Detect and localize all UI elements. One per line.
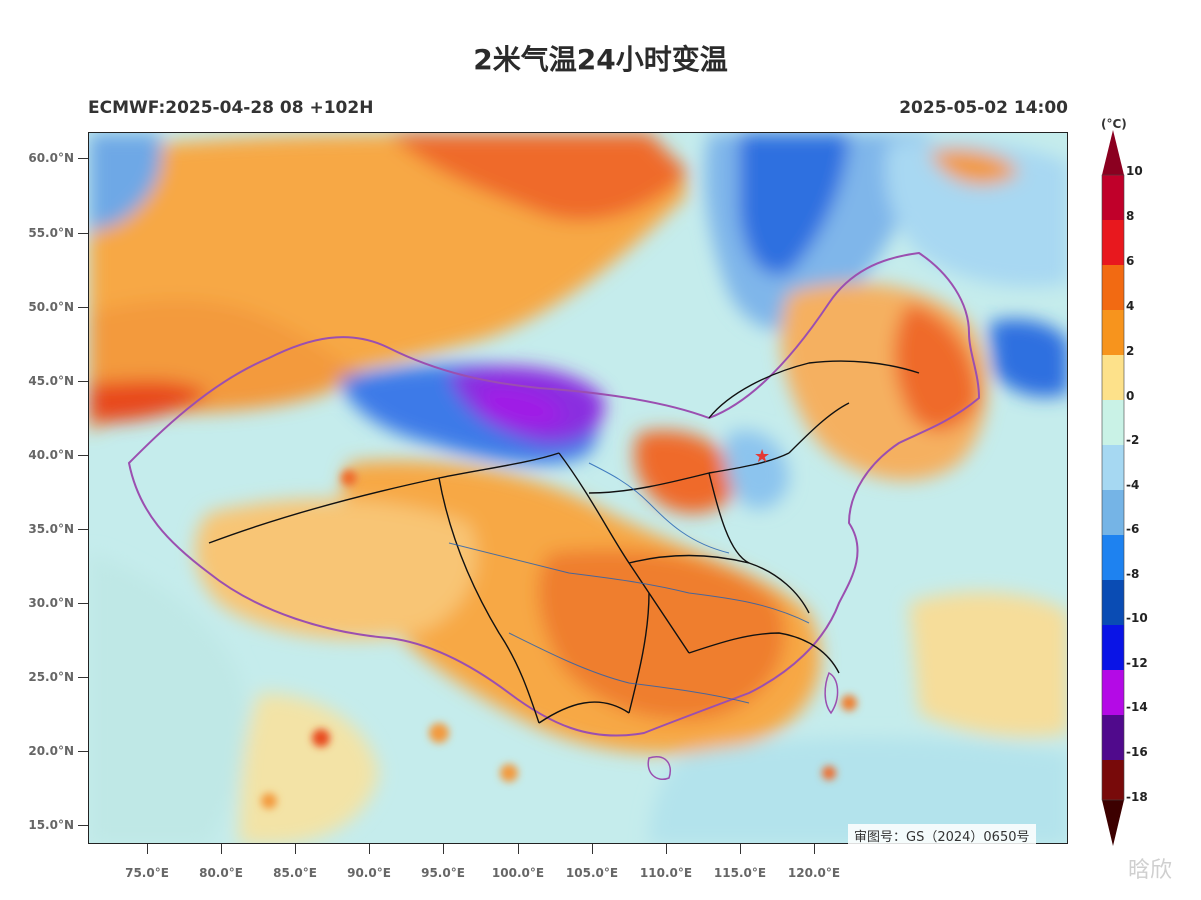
lat-label: 35.0°N — [28, 522, 74, 536]
colorbar-label: -6 — [1126, 522, 1140, 536]
colorbar-swatch — [1102, 760, 1124, 800]
lat-tick — [78, 233, 88, 234]
colorbar-swatch — [1102, 265, 1124, 310]
colorbar-swatch — [1102, 580, 1124, 625]
map-title: 2米气温24小时变温 — [473, 43, 728, 76]
lat-tick — [78, 603, 88, 604]
lat-tick — [78, 158, 88, 159]
colorbar-swatch — [1102, 715, 1124, 760]
lat-tick — [78, 825, 88, 826]
lon-label: 115.0°E — [713, 866, 767, 880]
colorbar-unit: (°C) — [1101, 117, 1127, 131]
colorbar-swatch — [1102, 535, 1124, 580]
colorbar-label: 10 — [1126, 164, 1143, 178]
colorbar-label: 2 — [1126, 344, 1135, 358]
colorbar-label: -8 — [1126, 567, 1140, 581]
lat-tick — [78, 455, 88, 456]
lon-tick — [814, 844, 815, 854]
lat-label: 50.0°N — [28, 300, 74, 314]
lat-tick — [78, 529, 88, 530]
lat-tick — [78, 677, 88, 678]
colorbar-label: 6 — [1126, 254, 1135, 268]
colorbar-swatch — [1102, 220, 1124, 265]
lat-label: 25.0°N — [28, 670, 74, 684]
lat-tick — [78, 381, 88, 382]
lon-label: 75.0°E — [125, 866, 169, 880]
lon-label: 85.0°E — [273, 866, 317, 880]
lat-label: 55.0°N — [28, 226, 74, 240]
colorbar-label: -14 — [1126, 700, 1148, 714]
colorbar-label: -4 — [1126, 478, 1140, 492]
star-icon: ★ — [754, 446, 771, 467]
lat-label: 45.0°N — [28, 374, 74, 388]
colorbar-swatch — [1102, 355, 1124, 400]
colorbar — [1101, 130, 1125, 846]
temperature-change-map — [88, 132, 1068, 844]
lat-tick — [78, 307, 88, 308]
lat-label: 40.0°N — [28, 448, 74, 462]
lat-label: 20.0°N — [28, 744, 74, 758]
watermark: 晗欣 — [1128, 858, 1173, 883]
colorbar-swatch — [1102, 625, 1124, 670]
colorbar-swatch — [1102, 400, 1124, 445]
colorbar-max-arrow — [1102, 130, 1124, 175]
colorbar-label: -2 — [1126, 433, 1140, 447]
lat-label: 60.0°N — [28, 151, 74, 165]
colorbar-label: -12 — [1126, 656, 1148, 670]
colorbar-label: 4 — [1126, 299, 1135, 313]
colorbar-swatch — [1102, 310, 1124, 355]
lon-tick — [295, 844, 296, 854]
lon-label: 95.0°E — [421, 866, 465, 880]
map-review-number: 审图号：GS（2024）0650号 — [848, 824, 1036, 847]
colorbar-label: 8 — [1126, 209, 1135, 223]
model-run-label: ECMWF:2025-04-28 08 +102H — [88, 98, 374, 118]
lon-label: 80.0°E — [199, 866, 243, 880]
lat-label: 30.0°N — [28, 596, 74, 610]
colorbar-swatch — [1102, 490, 1124, 535]
colorbar-label: 0 — [1126, 389, 1135, 403]
lon-tick — [740, 844, 741, 854]
valid-time-label: 2025-05-02 14:00 — [899, 98, 1068, 118]
colorbar-min-arrow — [1102, 800, 1124, 846]
colorbar-swatch — [1102, 670, 1124, 715]
colorbar-label: -16 — [1126, 745, 1148, 759]
lon-tick — [592, 844, 593, 854]
lon-label: 120.0°E — [787, 866, 841, 880]
lon-tick — [221, 844, 222, 854]
lon-tick — [666, 844, 667, 854]
colorbar-swatch — [1102, 175, 1124, 220]
colorbar-label: -10 — [1126, 611, 1148, 625]
lon-label: 100.0°E — [491, 866, 545, 880]
lon-tick — [369, 844, 370, 854]
lon-label: 105.0°E — [565, 866, 619, 880]
lon-tick — [518, 844, 519, 854]
lon-label: 90.0°E — [347, 866, 391, 880]
lon-tick — [443, 844, 444, 854]
lon-label: 110.0°E — [639, 866, 693, 880]
lat-label: 15.0°N — [28, 818, 74, 832]
lat-tick — [78, 751, 88, 752]
colorbar-swatch — [1102, 445, 1124, 490]
lon-tick — [147, 844, 148, 854]
colorbar-label: -18 — [1126, 790, 1148, 804]
